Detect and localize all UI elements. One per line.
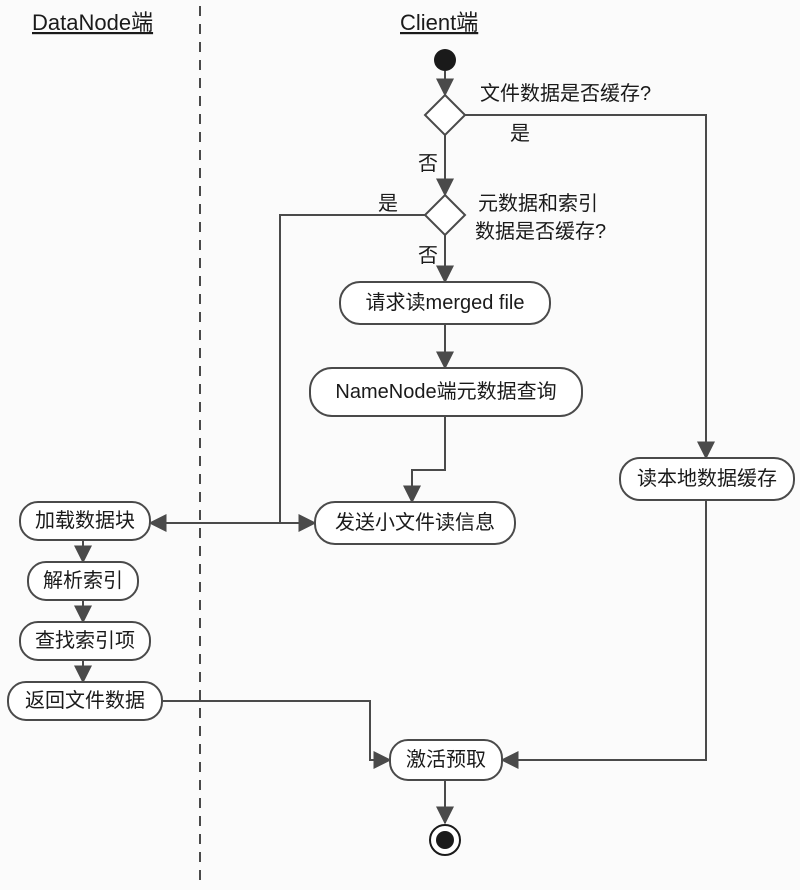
decision1-yes: 是 <box>510 123 530 145</box>
decision-meta-cached: 元数据和索引 数据是否缓存? 是 否 <box>378 192 606 267</box>
node-request-merged-file-label: 请求读merged file <box>366 291 525 314</box>
decision2-no: 否 <box>418 245 438 267</box>
node-read-local-cache: 读本地数据缓存 <box>620 458 794 500</box>
decision-file-cached: 文件数据是否缓存? 是 否 <box>418 82 651 175</box>
heading-datanode: DataNode端 <box>32 10 153 35</box>
node-read-local-cache-label: 读本地数据缓存 <box>637 467 777 490</box>
node-return-file-data: 返回文件数据 <box>8 682 162 720</box>
activity-diagram: DataNode端 Client端 文件数据是否缓存? 是 否 元数据和索引 数… <box>0 0 800 890</box>
edge-e_ret_activate <box>162 701 390 760</box>
node-namenode-query-label: NameNode端元数据查询 <box>335 380 556 403</box>
decision2-label-line2: 数据是否缓存? <box>475 220 606 243</box>
edges <box>83 71 706 823</box>
node-load-data-block: 加载数据块 <box>20 502 150 540</box>
start-node <box>434 49 456 71</box>
end-node <box>430 825 460 855</box>
node-load-data-block-label: 加载数据块 <box>35 509 135 532</box>
decision1-no: 否 <box>418 153 438 175</box>
node-namenode-query: NameNode端元数据查询 <box>310 368 582 416</box>
node-parse-index-label: 解析索引 <box>43 569 123 592</box>
nodes: 请求读merged file NameNode端元数据查询发送小文件读信息 读本地数… <box>8 282 794 780</box>
heading-client: Client端 <box>400 10 478 35</box>
node-find-index-item: 查找索引项 <box>20 622 150 660</box>
node-parse-index: 解析索引 <box>28 562 138 600</box>
decision2-label-line1: 元数据和索引 <box>478 192 598 215</box>
node-send-smallfile-info-label: 发送小文件读信息 <box>335 511 495 534</box>
node-return-file-data-label: 返回文件数据 <box>25 689 145 712</box>
node-activate-prefetch: 激活预取 <box>390 740 502 780</box>
node-activate-prefetch-label: 激活预取 <box>406 748 486 771</box>
decision1-label: 文件数据是否缓存? <box>480 82 651 105</box>
node-request-merged-file: 请求读merged file <box>340 282 550 324</box>
edge-e_readlocal_down <box>502 500 706 760</box>
node-find-index-item-label: 查找索引项 <box>35 629 135 652</box>
node-send-smallfile-info: 发送小文件读信息 <box>315 502 515 544</box>
edge-e_nn_send <box>412 416 445 502</box>
decision2-yes: 是 <box>378 193 398 215</box>
